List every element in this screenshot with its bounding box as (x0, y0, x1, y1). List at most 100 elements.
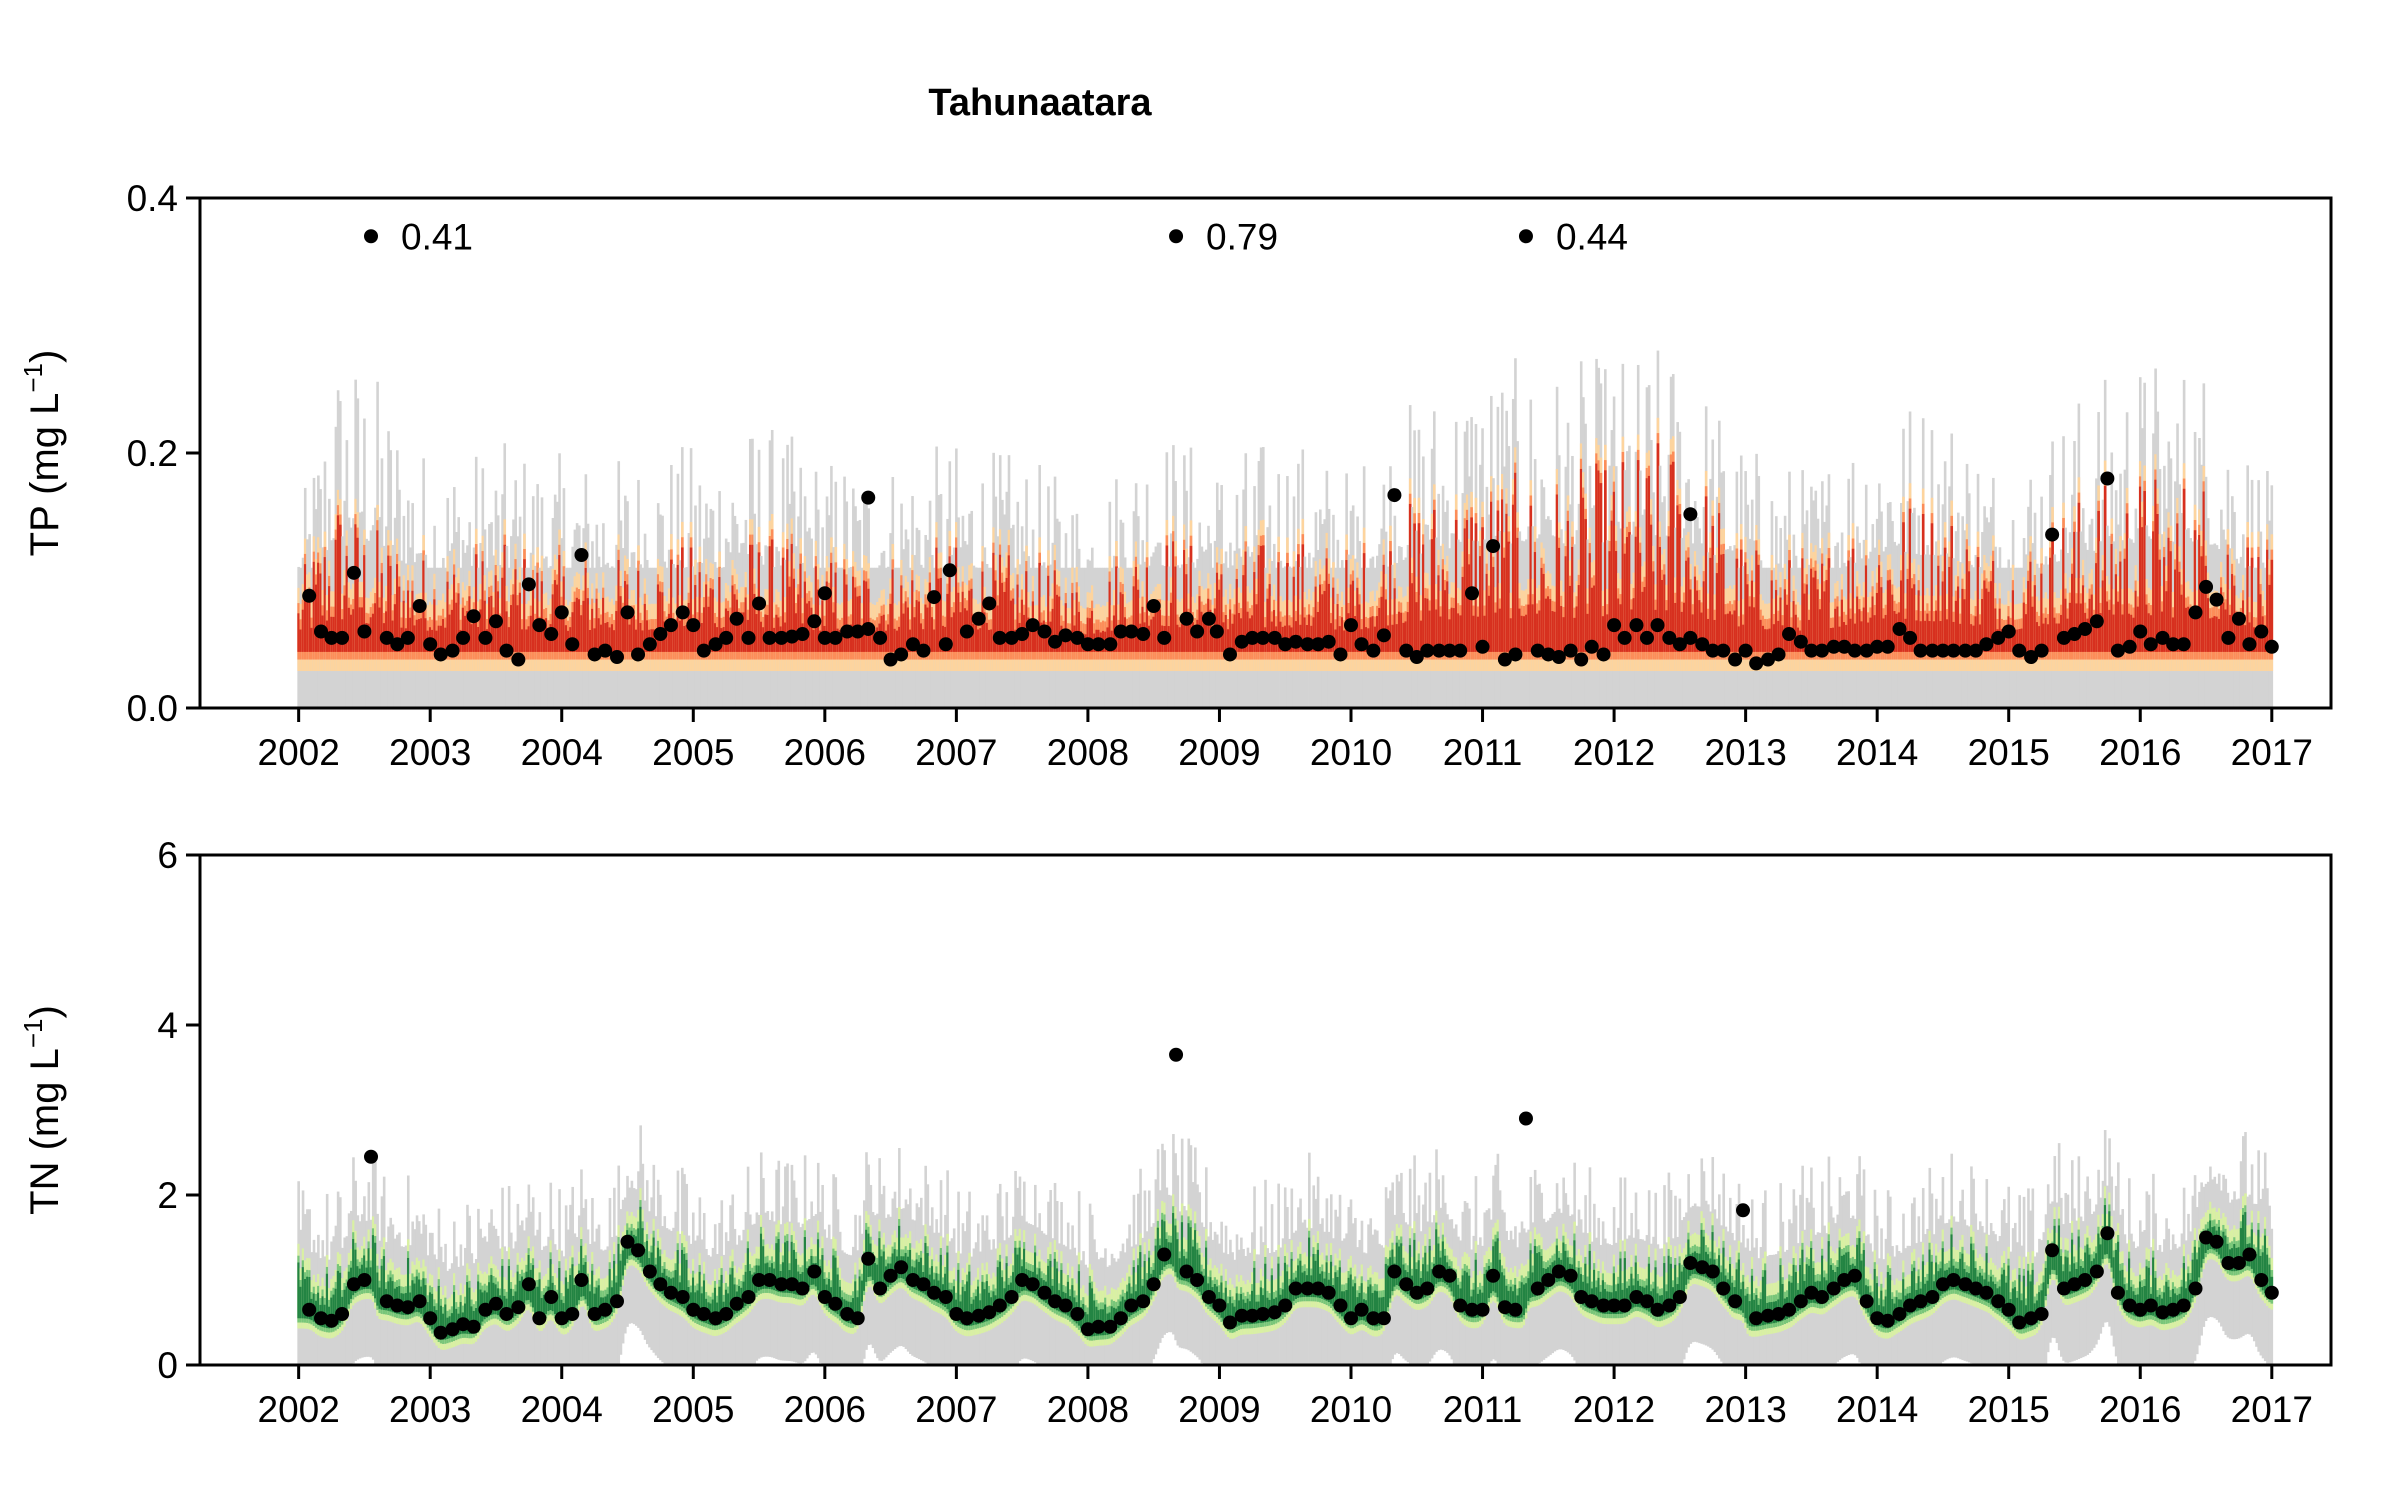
tp-observation-point (1465, 586, 1480, 601)
tp-dark-band-segment (1514, 472, 1517, 652)
tp-dark-band-segment (1433, 509, 1436, 652)
tp-dark-band-segment (1926, 613, 1929, 652)
tp-dark-band-segment (928, 582, 932, 652)
tp-dark-band-segment (1902, 522, 1905, 652)
tp-dark-band-segment (1794, 614, 1798, 652)
tn-dark-band-segment (906, 1256, 910, 1284)
tp-dark-band-segment (369, 617, 373, 652)
tp-dark-band-segment (1332, 587, 1335, 652)
tp-observation-point (840, 624, 855, 639)
tp-dark-band-segment (847, 626, 851, 652)
tp-dark-band-segment (1608, 551, 1612, 652)
tp-dark-band-segment (2062, 528, 2065, 652)
tp-dark-band-segment (299, 629, 303, 652)
tp-dark-band-segment (1689, 589, 1693, 652)
tn-dark-band-segment (891, 1253, 895, 1283)
tn-dark-band-segment (784, 1242, 787, 1293)
tp-dark-band-segment (1849, 618, 1853, 652)
tp-dark-band-segment (413, 625, 417, 652)
tp-dark-band-segment (1529, 505, 1533, 652)
tp-dark-band-segment (1371, 616, 1375, 652)
tp-dark-band-segment (1187, 618, 1191, 652)
tp-dark-band-segment (1454, 519, 1458, 652)
tp-dark-band-segment (1612, 491, 1616, 652)
tp-dark-band-segment (1312, 617, 1316, 652)
tp-dark-band-segment (711, 589, 715, 652)
tp-dark-band-segment (1593, 585, 1596, 652)
tp-observation-point (992, 630, 1007, 645)
tp-dark-band-segment (1130, 625, 1134, 652)
tp-observation-point (302, 588, 317, 603)
tp-dark-band-segment (1231, 623, 1234, 652)
tp-dark-band-segment (1770, 580, 1774, 652)
tp-dark-band-segment (1237, 613, 1241, 652)
tn-dark-band-segment (595, 1287, 599, 1321)
tp-dark-band-segment (1202, 615, 1206, 652)
tp-dark-band-segment (1658, 547, 1662, 652)
tp-dark-band-segment (1753, 607, 1756, 652)
tp-dark-band-segment (2016, 629, 2019, 652)
tp-dark-band-segment (2042, 623, 2046, 652)
tp-dark-band-segment (972, 624, 976, 652)
tp-dark-band-segment (1500, 499, 1504, 652)
tp-dark-band-segment (1373, 626, 1377, 652)
tp-dark-band-segment (742, 612, 746, 652)
tp-dark-band-segment (1108, 581, 1112, 652)
tn-dark-band-segment (878, 1238, 881, 1293)
tp-dark-band-segment (1496, 510, 1500, 652)
tp-observation-point (335, 630, 350, 645)
tp-dark-band-segment (2180, 594, 2184, 652)
tp-dark-band-segment (1834, 608, 1837, 652)
tp-observation-point (774, 630, 789, 645)
tp-dark-band-segment (2222, 602, 2225, 652)
tn-dark-band-segment (389, 1277, 393, 1312)
tp-dark-band-segment (1783, 589, 1787, 652)
tp-dark-band-segment (2268, 584, 2271, 652)
tp-observation-point (1705, 643, 1720, 658)
tn-dark-band-segment (371, 1235, 375, 1292)
tp-dark-band-segment (1169, 602, 1173, 652)
tp-dark-band-segment (1869, 617, 1872, 652)
tp-dark-band-segment (1150, 619, 1153, 652)
tp-observation-point (1015, 627, 1030, 642)
tp-dark-band-segment (1851, 548, 1855, 652)
tp-observation-point (1288, 634, 1303, 649)
tp-observation-point (1903, 630, 1918, 645)
tp-dark-band-segment (1222, 622, 1226, 652)
tp-dark-band-segment (2114, 574, 2118, 652)
tp-dark-band-segment (378, 607, 382, 652)
tp-y-axis-label-text: TP (mg L (23, 393, 67, 557)
tp-dark-band-segment (1722, 554, 1726, 652)
tp-observation-point (1574, 652, 1589, 667)
tp-dark-band-segment (1604, 470, 1607, 652)
tp-x-tick-label: 2007 (915, 732, 997, 773)
tp-dark-band-segment (1636, 460, 1640, 652)
tp-observation-point (1124, 624, 1139, 639)
tp-observation-point (1136, 627, 1151, 642)
tp-dark-band-segment (2266, 549, 2269, 652)
tp-dark-band-segment (2239, 618, 2243, 652)
tp-dark-band-segment (2097, 510, 2100, 652)
tp-observation-point (1749, 656, 1764, 671)
tp-dark-band-segment (1119, 592, 1123, 652)
tp-dark-band-segment (1038, 562, 1041, 652)
tp-dark-band-segment (707, 606, 710, 652)
tp-dark-band-segment (2005, 630, 2008, 652)
tp-dark-band-segment (2176, 523, 2179, 652)
tp-dark-band-segment (2011, 590, 2015, 652)
tp-observation-point (598, 643, 613, 658)
tp-dark-band-segment (610, 624, 614, 652)
tn-dark-band-segment (586, 1280, 590, 1306)
tn-dark-band-segment (873, 1263, 877, 1286)
tp-dark-band-segment (1943, 547, 1947, 652)
tn-dark-band-segment (518, 1280, 522, 1311)
tp-dark-band-segment (1921, 513, 1925, 652)
tp-dark-band-segment (1308, 614, 1311, 652)
tn-dark-band-segment (573, 1284, 577, 1312)
tp-dark-band-segment (1428, 610, 1432, 652)
tp-dark-band-segment (1005, 577, 1009, 652)
tp-dark-band-segment (987, 629, 991, 652)
tp-dark-band-segment (1338, 626, 1342, 652)
tp-dark-band-segment (976, 629, 980, 652)
tn-dark-band-segment (821, 1255, 824, 1300)
